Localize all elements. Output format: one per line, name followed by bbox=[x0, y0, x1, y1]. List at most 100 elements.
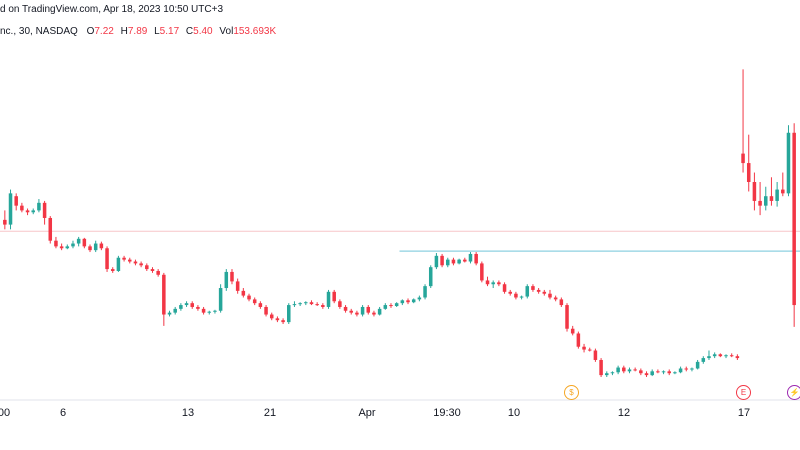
candle[interactable] bbox=[440, 253, 444, 268]
candle[interactable] bbox=[377, 306, 382, 316]
candle[interactable] bbox=[565, 303, 569, 332]
candle[interactable] bbox=[93, 240, 98, 253]
candle[interactable] bbox=[99, 241, 104, 251]
candle[interactable] bbox=[366, 305, 371, 315]
candle[interactable] bbox=[252, 297, 257, 306]
candle[interactable] bbox=[304, 301, 308, 306]
dollar-icon[interactable]: $ bbox=[564, 385, 579, 400]
candle[interactable] bbox=[326, 289, 331, 309]
candle[interactable] bbox=[258, 301, 263, 309]
candle[interactable] bbox=[502, 282, 507, 294]
candle[interactable] bbox=[25, 208, 30, 216]
candle[interactable] bbox=[729, 353, 734, 358]
candle[interactable] bbox=[292, 301, 297, 307]
candle[interactable] bbox=[3, 210, 7, 230]
candle[interactable] bbox=[394, 302, 399, 307]
candle[interactable] bbox=[179, 303, 183, 311]
candle[interactable] bbox=[133, 259, 138, 266]
candle[interactable] bbox=[247, 293, 251, 302]
candle[interactable] bbox=[184, 301, 189, 307]
candle[interactable] bbox=[201, 306, 206, 315]
candle[interactable] bbox=[14, 193, 18, 211]
candle[interactable] bbox=[349, 308, 353, 315]
candle[interactable] bbox=[20, 202, 24, 213]
candle[interactable] bbox=[661, 370, 666, 375]
candle[interactable] bbox=[633, 367, 637, 372]
candle[interactable] bbox=[37, 199, 41, 213]
candle[interactable] bbox=[514, 291, 518, 300]
candle[interactable] bbox=[88, 244, 92, 253]
candle[interactable] bbox=[673, 371, 677, 375]
candle[interactable] bbox=[167, 310, 172, 317]
candle[interactable] bbox=[150, 267, 155, 273]
candle[interactable] bbox=[525, 284, 530, 299]
candle[interactable] bbox=[105, 246, 109, 272]
candle[interactable] bbox=[145, 263, 149, 271]
candle[interactable] bbox=[162, 272, 166, 326]
candle[interactable] bbox=[156, 269, 160, 277]
candle[interactable] bbox=[338, 299, 342, 309]
candle[interactable] bbox=[264, 305, 268, 317]
candle[interactable] bbox=[451, 257, 456, 266]
candle[interactable] bbox=[548, 289, 552, 300]
candle[interactable] bbox=[667, 369, 671, 376]
candle[interactable] bbox=[446, 257, 450, 268]
candle[interactable] bbox=[428, 265, 433, 289]
candle[interactable] bbox=[457, 258, 461, 265]
candle[interactable] bbox=[587, 347, 592, 352]
candle[interactable] bbox=[491, 280, 495, 289]
candle[interactable] bbox=[712, 352, 717, 359]
candle[interactable] bbox=[701, 356, 706, 364]
candle[interactable] bbox=[616, 365, 620, 375]
earnings-icon[interactable]: E bbox=[736, 385, 751, 400]
candle[interactable] bbox=[474, 252, 478, 266]
candle[interactable] bbox=[695, 359, 700, 370]
candle[interactable] bbox=[684, 366, 689, 372]
candle[interactable] bbox=[122, 255, 126, 262]
candle[interactable] bbox=[690, 367, 694, 372]
candle[interactable] bbox=[656, 369, 660, 374]
candle[interactable] bbox=[485, 276, 490, 287]
candle[interactable] bbox=[741, 69, 745, 173]
candle[interactable] bbox=[213, 309, 217, 314]
candle[interactable] bbox=[230, 269, 234, 285]
candle[interactable] bbox=[678, 366, 683, 374]
candle[interactable] bbox=[599, 358, 603, 378]
candle[interactable] bbox=[360, 305, 365, 317]
candle[interactable] bbox=[400, 299, 405, 306]
candle[interactable] bbox=[281, 318, 285, 324]
candle[interactable] bbox=[764, 186, 768, 211]
candle[interactable] bbox=[519, 295, 524, 300]
candle[interactable] bbox=[196, 305, 200, 311]
candle[interactable] bbox=[644, 371, 649, 378]
candle[interactable] bbox=[31, 208, 35, 215]
candle[interactable] bbox=[116, 255, 121, 272]
candle[interactable] bbox=[389, 303, 393, 308]
candle[interactable] bbox=[417, 295, 422, 302]
candle[interactable] bbox=[332, 289, 336, 304]
candle[interactable] bbox=[559, 297, 564, 307]
candle[interactable] bbox=[752, 172, 757, 211]
candle[interactable] bbox=[315, 302, 319, 307]
candle[interactable] bbox=[576, 331, 581, 349]
candle[interactable] bbox=[758, 182, 762, 216]
candle[interactable] bbox=[775, 182, 779, 207]
candle[interactable] bbox=[781, 172, 785, 197]
candle[interactable] bbox=[718, 353, 723, 358]
candle[interactable] bbox=[128, 257, 132, 264]
candle[interactable] bbox=[343, 305, 348, 313]
candle[interactable] bbox=[139, 261, 143, 268]
candle[interactable] bbox=[769, 177, 774, 206]
candle[interactable] bbox=[298, 302, 302, 307]
candle[interactable] bbox=[593, 348, 598, 362]
candle[interactable] bbox=[434, 253, 439, 270]
candle[interactable] bbox=[639, 368, 643, 376]
candle[interactable] bbox=[42, 200, 47, 225]
candle[interactable] bbox=[355, 310, 359, 317]
candle[interactable] bbox=[76, 236, 81, 247]
candle[interactable] bbox=[110, 267, 115, 273]
candle[interactable] bbox=[224, 269, 229, 291]
candle[interactable] bbox=[707, 350, 711, 360]
candle[interactable] bbox=[190, 301, 194, 309]
